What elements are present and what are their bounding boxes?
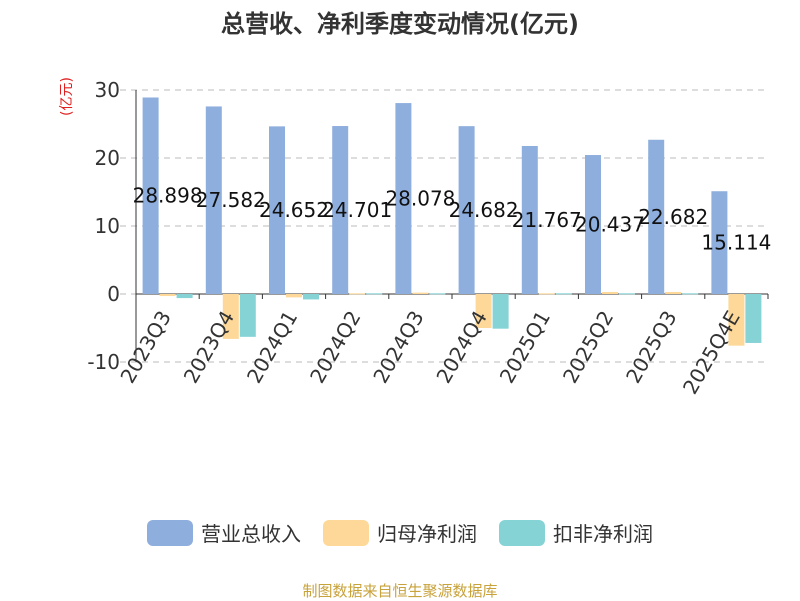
data-label: 22.682 (638, 205, 708, 229)
chart-title: 总营收、净利季度变动情况(亿元) (221, 10, 579, 38)
data-label: 20.437 (575, 213, 645, 237)
bar-revenue (711, 191, 728, 294)
data-label: 27.582 (196, 188, 266, 212)
bar-deducted-profit (366, 293, 383, 295)
data-label: 24.682 (449, 198, 519, 222)
bar-deducted-profit (745, 294, 762, 343)
data-label: 28.898 (133, 184, 203, 208)
bar-revenue (142, 97, 159, 295)
data-label: 24.701 (322, 198, 392, 222)
x-tick-label: 2025Q3 (621, 307, 681, 388)
legend-swatch-deducted-profit (499, 519, 545, 546)
x-tick-label: 2025Q4E (678, 307, 745, 399)
y-tick-label: 30 (95, 78, 120, 102)
bar-net-profit (159, 294, 176, 297)
bar-revenue (585, 155, 601, 294)
bar-deducted-profit (303, 294, 319, 300)
x-tick-label: 2023Q4 (179, 307, 239, 388)
data-label: 24.652 (259, 198, 329, 222)
x-tick-label: 2025Q2 (558, 307, 618, 388)
bar-revenue (205, 106, 222, 294)
bar-net-profit (728, 294, 745, 346)
x-tick-label: 2024Q4 (431, 306, 491, 387)
bar-deducted-profit (239, 294, 256, 337)
legend: 营业总收入 归母净利润 扣非净利润 (0, 518, 800, 547)
x-tick-label: 2024Q2 (305, 307, 365, 388)
source-note: 制图数据来自恒生聚源数据库 (302, 582, 498, 600)
bar-deducted-profit (176, 294, 193, 299)
bar-revenue (395, 103, 412, 294)
y-tick-label: -10 (87, 350, 120, 374)
x-tick-label: 2023Q3 (115, 307, 175, 388)
bar-deducted-profit (619, 293, 635, 295)
bar-net-profit (286, 294, 302, 298)
bar-net-profit (665, 291, 682, 294)
bar-net-profit (475, 294, 492, 328)
bar-deducted-profit (429, 293, 446, 295)
legend-item-revenue[interactable]: 营业总收入 (147, 518, 301, 547)
legend-label-net-profit: 归母净利润 (377, 522, 477, 546)
bar-deducted-profit (492, 294, 509, 329)
legend-swatch-net-profit (323, 519, 369, 546)
y-tick-label: 10 (95, 214, 120, 238)
bar-net-profit (602, 291, 618, 294)
legend-item-net-profit[interactable]: 归母净利润 (323, 518, 477, 547)
bar-revenue (332, 126, 349, 294)
bar-revenue (269, 126, 285, 295)
bar-net-profit (538, 293, 555, 295)
legend-label-deducted-profit: 扣非净利润 (553, 522, 653, 546)
bar-deducted-profit (555, 293, 572, 295)
data-label: 21.767 (512, 208, 582, 232)
legend-item-deducted-profit[interactable]: 扣非净利润 (499, 518, 653, 547)
bar-net-profit (349, 293, 366, 295)
y-tick-label: 20 (95, 146, 120, 170)
bar-revenue (521, 145, 538, 294)
legend-swatch-revenue (147, 519, 193, 546)
bar-net-profit (412, 292, 429, 294)
bar-revenue (458, 126, 475, 294)
data-label: 28.078 (385, 187, 455, 211)
y-tick-label: 0 (107, 282, 120, 306)
y-axis-unit-label: (亿元) (59, 77, 75, 116)
bar-revenue (648, 139, 665, 294)
bar-net-profit (222, 294, 239, 339)
x-tick-label: 2024Q3 (368, 307, 428, 388)
bar-deducted-profit (682, 293, 699, 295)
data-label: 15.114 (701, 231, 771, 255)
legend-label-revenue: 营业总收入 (201, 522, 301, 546)
